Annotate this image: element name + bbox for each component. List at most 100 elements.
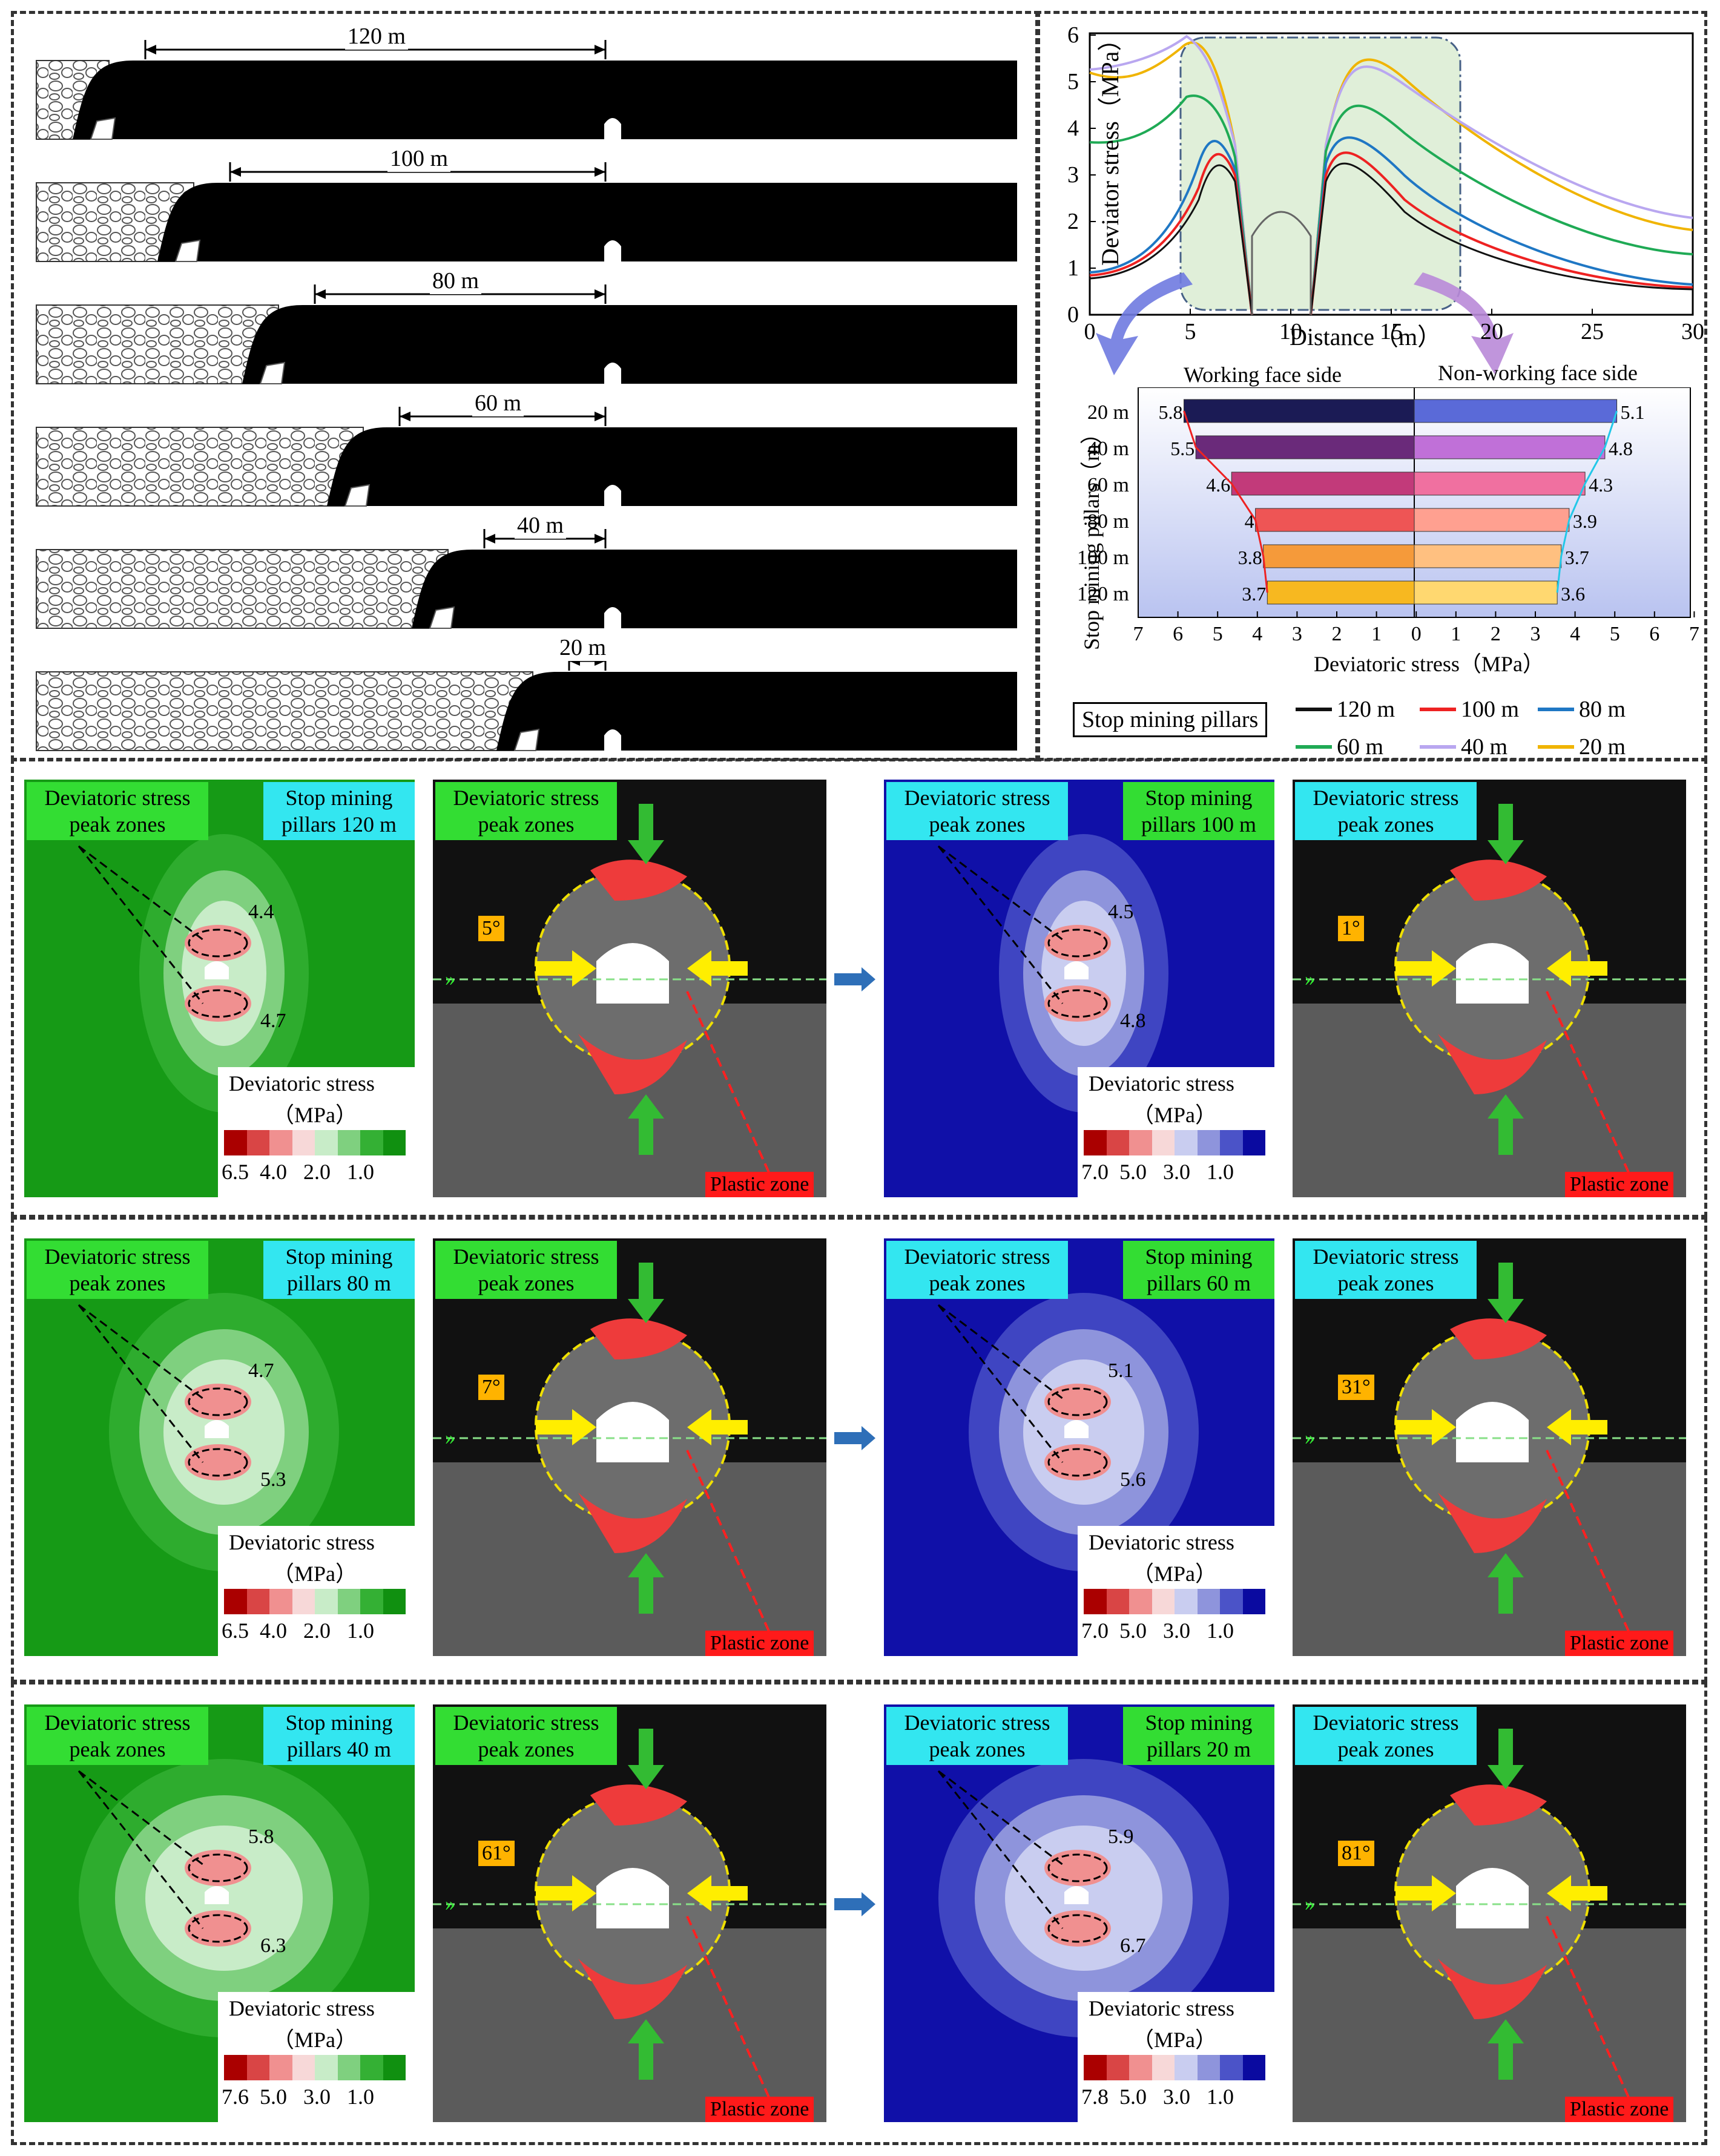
support-icon xyxy=(429,606,455,629)
row2-frame xyxy=(11,1217,1707,1683)
contour-panel: Deviatoric stress peak zones Stop mining… xyxy=(24,1238,415,1656)
bar-nonworking xyxy=(1414,508,1570,532)
bar-value-left: 5.5 xyxy=(1170,438,1194,459)
scale-values: 6.5 4.0 2.0 1.0 xyxy=(222,1160,374,1184)
scale-unit: （MPa） xyxy=(272,2028,358,2052)
bar-value-left: 3.7 xyxy=(1242,583,1266,605)
distance-label: 40 m xyxy=(515,512,567,539)
bar-value-left: 3.8 xyxy=(1238,547,1262,568)
pillar-label: Stop mining pillars 40 m xyxy=(263,1707,415,1765)
peak-zones-label: Deviatoric stress peak zones xyxy=(27,1707,208,1765)
bar-nonworking xyxy=(1414,435,1606,459)
legend-label: 80 m xyxy=(1579,697,1626,722)
support-icon xyxy=(259,361,286,384)
bar-working xyxy=(1231,472,1415,496)
rock-panel: » Deviatoric stress peak zones 1° Plasti… xyxy=(1293,780,1686,1197)
y-tick-label: 1 xyxy=(1067,255,1079,281)
rock-panel: » Deviatoric stress peak zones 61° Plast… xyxy=(433,1704,826,2122)
peak-zones-label: Deviatoric stress peak zones xyxy=(886,782,1068,840)
legend-item: 60 m xyxy=(1296,734,1383,760)
scale-legend: Deviatoric stress （MPa） 6.5 4.0 2.0 1.0 xyxy=(218,1526,415,1656)
scale-unit: （MPa） xyxy=(1132,1103,1218,1127)
scale-title: Deviatoric stress xyxy=(229,1996,375,2020)
y-tick-label: 6 xyxy=(1067,22,1079,48)
svg-text:»: » xyxy=(445,1427,455,1449)
bar-chart-ylabel: Stop mining pillars（m） xyxy=(1079,422,1104,651)
legend-label: 100 m xyxy=(1461,697,1520,722)
bar-x-tick: 3 xyxy=(1531,623,1541,645)
scale-colorbar xyxy=(224,2055,406,2080)
mining-schematic xyxy=(36,40,1017,751)
plastic-zone-label: Plastic zone xyxy=(705,1631,814,1656)
x-tick-label: 30 xyxy=(1681,319,1704,344)
bar-nonworking xyxy=(1414,399,1618,423)
bar-nonworking xyxy=(1414,544,1562,568)
peak-zones-label: Deviatoric stress peak zones xyxy=(435,782,617,840)
support-icon xyxy=(174,239,201,262)
rock-panel: » Deviatoric stress peak zones 5° Plasti… xyxy=(433,780,826,1197)
curve-80m xyxy=(1089,136,1693,315)
scale-legend: Deviatoric stress （MPa） 7.0 5.0 3.0 1.0 xyxy=(1078,1067,1274,1197)
bar-x-tick: 3 xyxy=(1292,623,1302,645)
curve-20m xyxy=(1089,41,1693,315)
x-tick-label: 20 xyxy=(1480,319,1503,344)
scale-unit: （MPa） xyxy=(1132,2028,1218,2052)
bar-working xyxy=(1255,508,1415,532)
scale-unit: （MPa） xyxy=(272,1562,358,1586)
gob-area xyxy=(36,304,279,384)
bar-x-tick: 2 xyxy=(1491,623,1501,645)
legend-swatch xyxy=(1538,708,1574,711)
bar-working xyxy=(1195,435,1415,459)
bar-x-tick: 1 xyxy=(1451,623,1461,645)
scale-title: Deviatoric stress xyxy=(1089,1071,1234,1096)
gob-area xyxy=(36,549,449,629)
coal-seam xyxy=(157,183,1017,261)
scale-colorbar xyxy=(224,1589,406,1614)
category-label: 20 m xyxy=(1087,401,1129,424)
bar-x-tick: 6 xyxy=(1173,623,1183,645)
bar-x-tick: 5 xyxy=(1213,623,1223,645)
distance-label: 60 m xyxy=(472,390,524,416)
peak-zones-label: Deviatoric stress peak zones xyxy=(435,1707,617,1765)
dip-angle-label: 61° xyxy=(478,1841,515,1866)
roadway-icon xyxy=(604,118,621,139)
plastic-zone-label: Plastic zone xyxy=(1565,1172,1674,1197)
category-label: 80 m xyxy=(1087,510,1129,533)
legend-item: 80 m xyxy=(1538,696,1626,723)
curve-120m xyxy=(1089,162,1693,315)
scale-colorbar xyxy=(1084,1130,1265,1155)
legend-label: 60 m xyxy=(1337,734,1384,760)
bar-working xyxy=(1184,399,1415,423)
gob-area xyxy=(36,427,364,507)
curve-60m xyxy=(1089,94,1693,315)
peak-value-1: 5.1 xyxy=(1108,1359,1134,1382)
scale-values: 7.8 5.0 3.0 1.0 xyxy=(1081,2085,1234,2109)
bar-value-right: 3.6 xyxy=(1561,583,1585,605)
y-tick-label: 0 xyxy=(1067,302,1079,327)
support-icon xyxy=(90,117,116,140)
scale-legend: Deviatoric stress （MPa） 7.6 5.0 3.0 1.0 xyxy=(218,1992,415,2122)
plastic-zone-label: Plastic zone xyxy=(1565,1631,1674,1656)
dip-angle-label: 7° xyxy=(478,1375,504,1400)
scale-colorbar xyxy=(1084,2055,1265,2080)
svg-text:»: » xyxy=(445,968,455,990)
peak-zones-label: Deviatoric stress peak zones xyxy=(27,1241,208,1299)
coal-seam xyxy=(242,305,1017,384)
scale-legend: Deviatoric stress （MPa） 7.0 5.0 3.0 1.0 xyxy=(1078,1526,1274,1656)
bar-value-right: 5.1 xyxy=(1621,401,1645,423)
nonworking-side-label: Non-working face side xyxy=(1438,361,1638,385)
pillar-label: Stop mining pillars 80 m xyxy=(263,1241,415,1299)
support-icon xyxy=(513,728,540,751)
category-label: 120 m xyxy=(1077,583,1129,605)
coal-seam xyxy=(496,672,1017,751)
bar-value-left: 4 xyxy=(1245,510,1254,532)
contour-panel: Deviatoric stress peak zones Stop mining… xyxy=(884,1238,1274,1656)
peak-value-2: 6.7 xyxy=(1120,1934,1146,1957)
rock-panel: » Deviatoric stress peak zones 7° Plasti… xyxy=(433,1238,826,1656)
roadway-icon xyxy=(604,729,621,751)
bar-nonworking xyxy=(1414,472,1586,496)
deviator-stress-line-chart: 0 5 10 15 20 25 30 0 1 2 3 4 5 6 xyxy=(1067,22,1704,375)
legend-title: Stop mining pillars xyxy=(1073,702,1268,737)
scale-values: 7.0 5.0 3.0 1.0 xyxy=(1081,1160,1234,1184)
legend-swatch xyxy=(1296,745,1332,749)
